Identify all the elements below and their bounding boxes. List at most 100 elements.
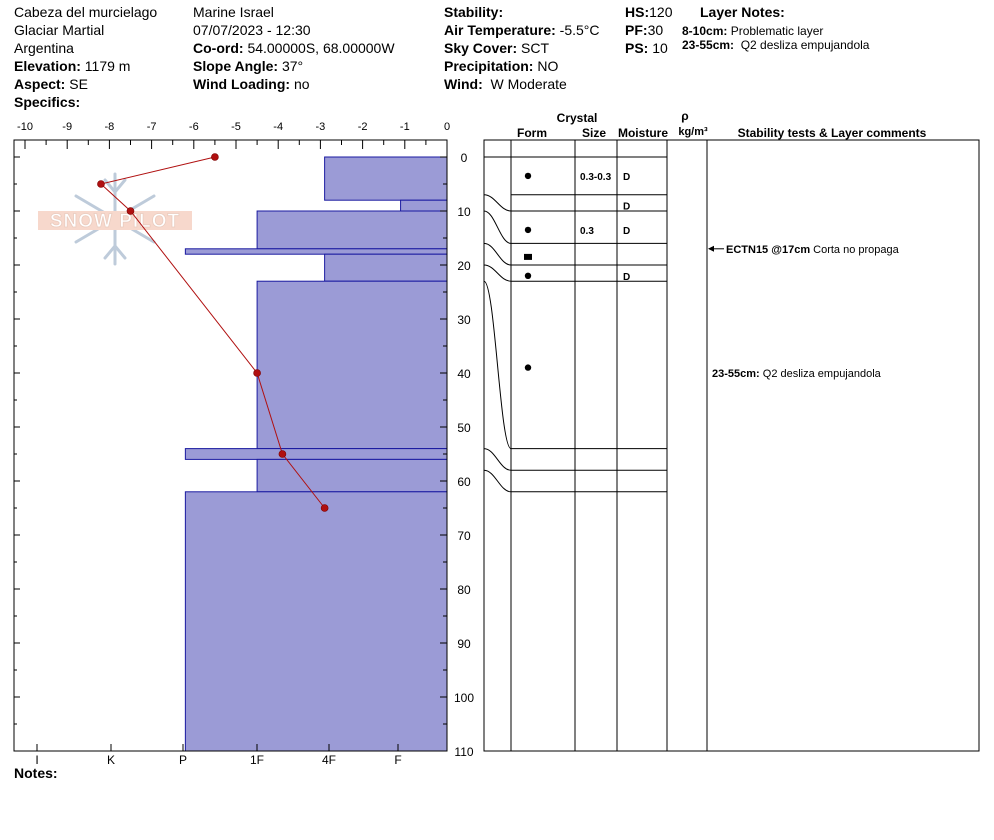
stability-label: Stability: bbox=[444, 4, 504, 20]
sky-row: Sky Cover: SCT bbox=[444, 39, 549, 57]
layer-connector bbox=[483, 210, 512, 244]
temperature-point bbox=[278, 450, 287, 458]
layer-note-2-range: 23-55cm: bbox=[682, 38, 735, 52]
temperature-point bbox=[211, 153, 219, 161]
depth-tick-label: 100 bbox=[454, 691, 474, 705]
temp-tick-label: -4 bbox=[273, 121, 283, 133]
specifics-label: Specifics: bbox=[14, 94, 81, 110]
coord-label: Co-ord: bbox=[193, 40, 244, 56]
hs-row: HS:120 bbox=[625, 3, 672, 21]
aspect-label: Aspect: bbox=[14, 76, 66, 92]
watermark-text: SNOW PILOT bbox=[50, 211, 180, 232]
hardness-tick-label: 4F bbox=[322, 753, 336, 767]
aspect-value: SE bbox=[69, 76, 88, 92]
size-header: Size bbox=[582, 126, 606, 140]
comment-bold: ECTN15 @17cm bbox=[726, 244, 813, 256]
temp-tick-label: -5 bbox=[231, 121, 241, 133]
elevation-row: Elevation: 1179 m bbox=[14, 57, 130, 75]
hardness-bar bbox=[184, 491, 448, 752]
temp-tick-label: -1 bbox=[400, 121, 410, 133]
temp-tick-label: 0 bbox=[444, 121, 450, 133]
moisture: D bbox=[623, 172, 630, 183]
hardness-tick-label: F bbox=[394, 753, 401, 767]
coord-value: 54.00000S, 68.00000W bbox=[247, 40, 395, 56]
hs-label: HS: bbox=[625, 4, 650, 20]
profile-header: Cabeza del murcielago Glaciar Martial Ar… bbox=[0, 0, 994, 112]
air-temp-label: Air Temperature: bbox=[444, 22, 556, 38]
depth-tick-label: 80 bbox=[457, 583, 471, 597]
layer-note-2-text: Q2 desliza empujandola bbox=[740, 38, 870, 52]
comment-arrow-icon bbox=[708, 245, 714, 252]
area: Glaciar Martial bbox=[14, 22, 105, 38]
temp-tick-label: -3 bbox=[316, 121, 326, 133]
moisture: D bbox=[623, 226, 630, 237]
sky-value: SCT bbox=[521, 40, 550, 56]
temp-tick-label: -9 bbox=[62, 121, 72, 133]
air-temp-row: Air Temperature: -5.5°C bbox=[444, 21, 600, 39]
layer-connector bbox=[483, 194, 512, 212]
slope-value: 37° bbox=[281, 58, 304, 74]
slope-label: Slope Angle: bbox=[193, 58, 279, 74]
hardness-bar bbox=[324, 156, 448, 201]
hardness-bar bbox=[256, 210, 448, 250]
grain-size: 0.3 bbox=[580, 226, 594, 237]
aspect-row: Aspect: SE bbox=[14, 75, 88, 93]
grain-form-dot bbox=[524, 226, 532, 234]
layer-connector bbox=[483, 242, 512, 266]
stability-row: Stability: bbox=[444, 3, 503, 21]
precip-value: NO bbox=[537, 58, 559, 74]
density-unit-header: kg/m³ bbox=[678, 126, 708, 138]
wind-loading-row: Wind Loading: no bbox=[193, 75, 310, 93]
moisture: D bbox=[623, 272, 630, 283]
layer-note-2: 23-55cm: Q2 desliza empujandola bbox=[682, 38, 869, 52]
location: Cabeza del murcielago bbox=[14, 4, 158, 20]
layer-note-1-range: 8-10cm: bbox=[682, 24, 728, 38]
comment-bold: 23-55cm: bbox=[712, 368, 763, 380]
ps-row: PS: 10 bbox=[625, 39, 668, 57]
hardness-bar bbox=[400, 199, 448, 212]
grain-form-square bbox=[524, 253, 532, 260]
grain-form-dot bbox=[524, 364, 532, 371]
layer-note-1-text: Problematic layer bbox=[730, 24, 824, 38]
grain-form-dot bbox=[524, 172, 532, 180]
hardness-bar bbox=[256, 458, 448, 493]
layer-notes-title-text: Layer Notes: bbox=[700, 4, 785, 20]
form-header: Form bbox=[517, 126, 547, 140]
temp-tick-label: -8 bbox=[105, 121, 115, 133]
grain-form-dot bbox=[524, 272, 532, 279]
pf-value: 30 bbox=[647, 22, 664, 38]
layer-connector bbox=[483, 280, 512, 450]
precip-row: Precipitation: NO bbox=[444, 57, 558, 75]
wind-row: Wind: W Moderate bbox=[444, 75, 567, 93]
wind-loading-value: no bbox=[293, 76, 310, 92]
temperature-point bbox=[126, 207, 135, 215]
comment-body: Q2 desliza empujandola bbox=[763, 368, 882, 380]
comment-body: Corta no propaga bbox=[813, 244, 899, 256]
layer-connector bbox=[483, 469, 512, 493]
temp-tick-label: -6 bbox=[189, 121, 199, 133]
pf-label: PF: bbox=[625, 22, 648, 38]
hardness-bar bbox=[184, 248, 448, 255]
temp-tick-label: -7 bbox=[147, 121, 157, 133]
layer-note-1: 8-10cm: Problematic layer bbox=[682, 24, 823, 38]
depth-tick-label: 10 bbox=[457, 205, 471, 219]
depth-tick-label: 30 bbox=[457, 313, 471, 327]
wind-label: Wind: bbox=[444, 76, 483, 92]
elevation-value: 1179 m bbox=[84, 58, 131, 74]
comment-text: 23-55cm: Q2 desliza empujandola bbox=[712, 368, 882, 380]
hardness-bar bbox=[324, 253, 448, 282]
wind-loading-label: Wind Loading: bbox=[193, 76, 291, 92]
comment-text: ECTN15 @17cm Corta no propaga bbox=[726, 244, 900, 256]
hardness-tick-label: I bbox=[35, 753, 38, 767]
precip-label: Precipitation: bbox=[444, 58, 534, 74]
country: Argentina bbox=[14, 40, 74, 56]
temperature-point bbox=[320, 504, 329, 512]
hardness-bar bbox=[256, 280, 448, 450]
ps-value: 10 bbox=[652, 40, 668, 56]
temperature-point bbox=[97, 180, 105, 188]
depth-tick-label: 60 bbox=[457, 475, 471, 489]
depth-tick-label: 40 bbox=[457, 367, 471, 381]
temp-tick-label: -2 bbox=[358, 121, 368, 133]
hardness-tick-label: 1F bbox=[250, 753, 264, 767]
